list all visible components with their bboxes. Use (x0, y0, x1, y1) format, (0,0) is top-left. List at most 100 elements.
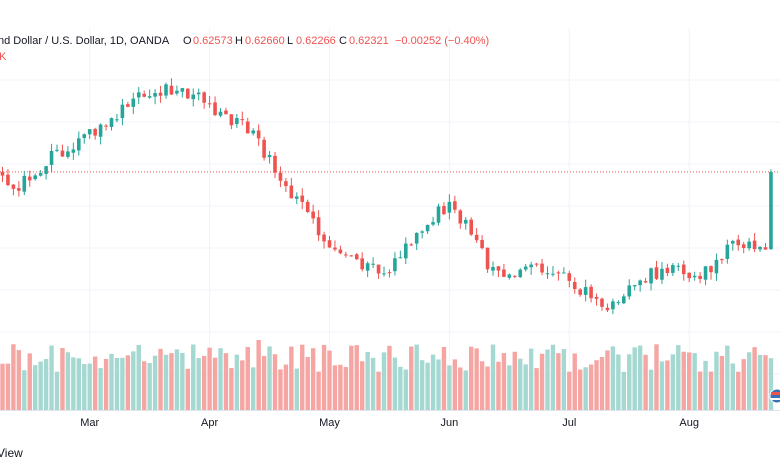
candle (763, 243, 768, 250)
candle-body (556, 272, 561, 274)
candle (491, 261, 495, 276)
candle (153, 89, 157, 105)
candle-body (120, 104, 125, 119)
volume-bar (54, 371, 60, 410)
candle-body (262, 139, 266, 158)
volume-bar (142, 361, 147, 410)
candle (453, 195, 457, 214)
candle (82, 133, 87, 144)
candle-body (551, 273, 555, 275)
volume-bar (599, 357, 605, 410)
volume-bar (578, 369, 583, 410)
candle-body (147, 96, 152, 98)
candle-body (600, 298, 604, 307)
volume-bar (180, 352, 185, 410)
candle (327, 236, 332, 249)
low-label: L (287, 35, 293, 47)
candle (458, 209, 463, 229)
volume-bar (545, 349, 550, 410)
candle-body (447, 201, 452, 213)
candle (262, 136, 266, 161)
volume-bar (294, 368, 299, 410)
candle-body (698, 275, 702, 279)
candle (98, 123, 103, 145)
candle-body (731, 240, 735, 244)
volume-bar (474, 348, 479, 410)
candle-body (442, 206, 446, 215)
candle-body (714, 259, 719, 274)
volume-bar (447, 365, 452, 410)
candle (758, 246, 762, 252)
low-value: 0.62266 (296, 35, 336, 47)
volume-bar (310, 348, 316, 410)
flag-icon[interactable] (769, 388, 780, 404)
candle-body (169, 85, 174, 95)
volume-bar (425, 362, 430, 410)
volume-bar (174, 349, 180, 410)
candle (142, 90, 146, 98)
candle (425, 224, 430, 235)
candle (136, 86, 141, 105)
volume-bar (332, 365, 338, 410)
candle-body (654, 267, 659, 279)
candle-body (480, 239, 484, 249)
candle-body (38, 173, 43, 176)
candle (338, 245, 343, 255)
candle (671, 263, 675, 277)
volume-bar (730, 363, 735, 410)
candle-body (469, 219, 473, 235)
candle-body (344, 254, 348, 256)
candle (534, 262, 539, 267)
candle-body (589, 286, 593, 299)
volume-bar (201, 355, 207, 410)
candle-body (502, 269, 506, 277)
candle (436, 203, 441, 226)
candle (545, 266, 550, 279)
candle-body (518, 269, 523, 278)
candle-body (703, 266, 708, 280)
candle (278, 166, 283, 188)
candle-body (660, 268, 664, 280)
candle-body (545, 273, 550, 275)
candle (518, 268, 523, 279)
candle-body (578, 289, 582, 295)
candle-body (278, 172, 283, 181)
candle-body (627, 285, 632, 297)
candle (507, 273, 512, 280)
candle-body (398, 257, 403, 259)
candle (485, 247, 490, 273)
candle-body (142, 93, 146, 97)
watermark-text: View (0, 446, 23, 460)
candle (77, 131, 81, 156)
volume-bar (381, 352, 387, 410)
candle-body (115, 119, 119, 121)
candle (611, 298, 615, 315)
volume-bar (561, 349, 567, 410)
candle-body (758, 246, 762, 250)
candle (93, 127, 97, 140)
high-label: H (235, 35, 243, 47)
candle-body (191, 94, 196, 100)
volume-bar (616, 354, 621, 410)
candle (442, 202, 446, 216)
volume-bar (349, 345, 354, 410)
candle (605, 303, 610, 313)
candle-body (44, 166, 48, 174)
candle (224, 107, 228, 115)
candle-body (131, 98, 136, 107)
volume-bar (49, 345, 54, 410)
candle (175, 85, 179, 96)
volume-bar (588, 364, 594, 410)
candle (572, 277, 577, 294)
candle (654, 260, 659, 281)
symbol-title: nd Dollar / U.S. Dollar, 1D, OANDA (0, 35, 170, 47)
candle (687, 272, 691, 283)
volume-bar (670, 354, 676, 410)
candle (27, 170, 32, 187)
candle (115, 114, 119, 123)
volume-bar (403, 369, 408, 410)
volume-bar (16, 350, 22, 410)
candle-body (60, 150, 65, 157)
candle-body (594, 296, 599, 299)
